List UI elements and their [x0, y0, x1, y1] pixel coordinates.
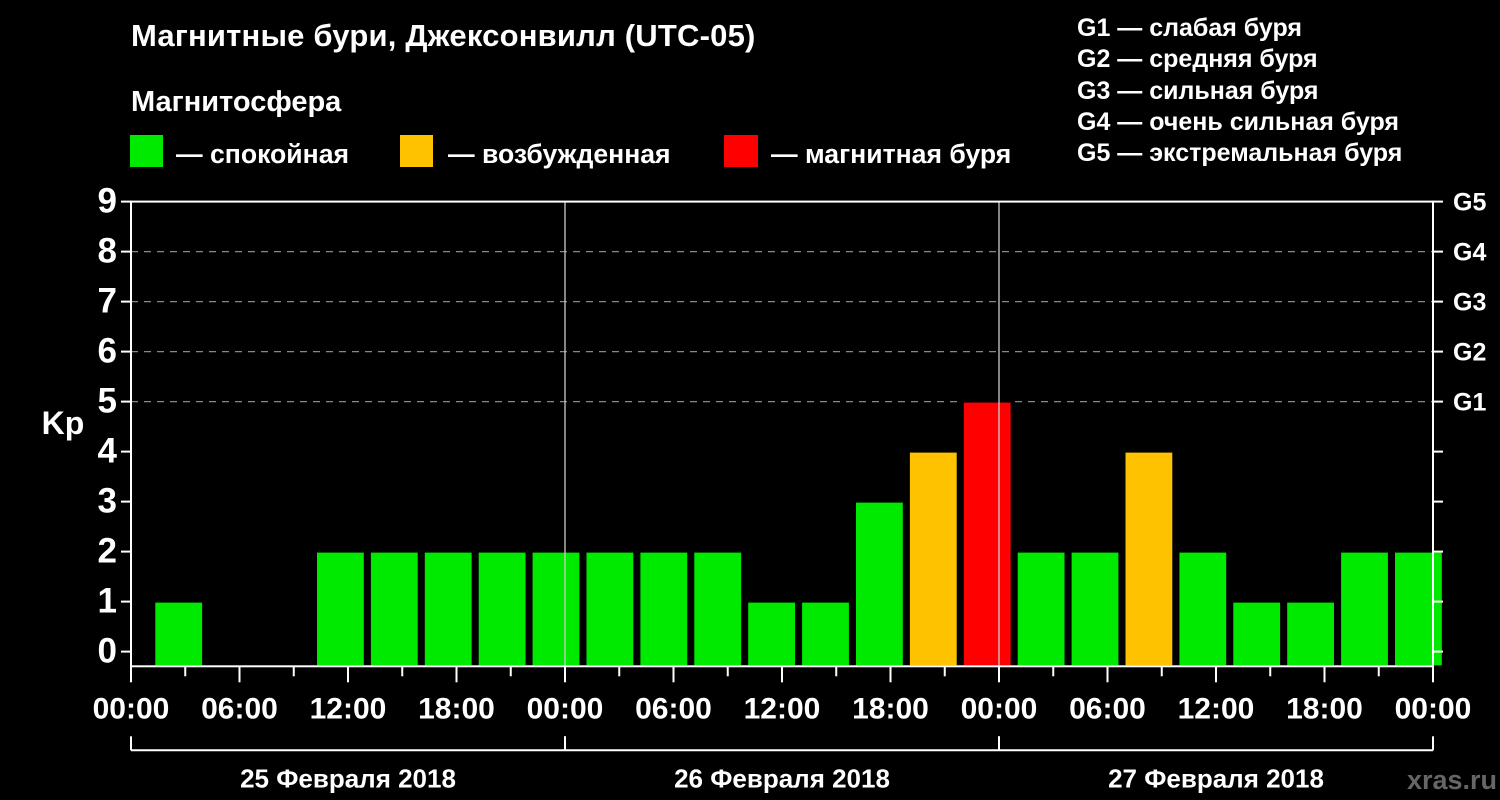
svg-text:27 Февраля 2018: 27 Февраля 2018 [1108, 763, 1324, 793]
svg-text:26 Февраля 2018: 26 Февраля 2018 [674, 763, 890, 793]
svg-text:12:00: 12:00 [1178, 692, 1255, 725]
svg-text:18:00: 18:00 [418, 692, 495, 725]
svg-text:7: 7 [98, 282, 117, 321]
svg-text:12:00: 12:00 [744, 692, 821, 725]
svg-text:18:00: 18:00 [1286, 692, 1363, 725]
svg-text:0: 0 [98, 632, 117, 671]
svg-text:06:00: 06:00 [201, 692, 278, 725]
svg-text:3: 3 [98, 482, 117, 521]
svg-text:00:00: 00:00 [1395, 692, 1472, 725]
svg-text:5: 5 [98, 382, 117, 421]
svg-text:8: 8 [98, 232, 117, 271]
svg-text:9: 9 [98, 182, 117, 221]
svg-text:00:00: 00:00 [93, 692, 170, 725]
svg-text:4: 4 [98, 432, 118, 471]
svg-text:00:00: 00:00 [961, 692, 1038, 725]
svg-text:G4: G4 [1453, 239, 1486, 267]
svg-text:25 Февраля 2018: 25 Февраля 2018 [240, 763, 456, 793]
svg-text:6: 6 [98, 332, 117, 371]
svg-text:06:00: 06:00 [635, 692, 712, 725]
svg-text:xras.ru: xras.ru [1407, 765, 1497, 795]
svg-text:G3: G3 [1453, 289, 1486, 317]
svg-text:12:00: 12:00 [310, 692, 387, 725]
svg-text:06:00: 06:00 [1069, 692, 1146, 725]
svg-text:1: 1 [98, 582, 117, 621]
svg-text:G1: G1 [1453, 389, 1486, 417]
svg-text:00:00: 00:00 [527, 692, 604, 725]
svg-text:Kp: Kp [42, 405, 85, 441]
svg-text:2: 2 [98, 532, 117, 571]
svg-text:G5: G5 [1453, 189, 1486, 217]
svg-text:18:00: 18:00 [852, 692, 929, 725]
svg-text:G2: G2 [1453, 339, 1486, 367]
